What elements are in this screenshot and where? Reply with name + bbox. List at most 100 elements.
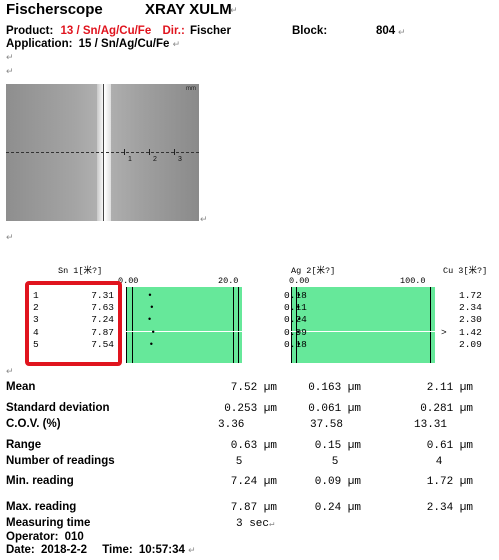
ag-scale-max: 100.0 [400, 276, 426, 286]
product-label: Product: [6, 25, 54, 37]
stat-cov-sn: 3.36 [218, 419, 245, 431]
scale-unit: mm [186, 86, 196, 92]
stat-label-max: Max. reading [6, 501, 77, 513]
stat-sd-ag: 0.061 µm [308, 403, 361, 415]
report-title: Fischerscope XRAY XULM ↵ [6, 1, 238, 18]
stat-mean-ag: 0.163 µm [308, 382, 361, 394]
stat-max-sn: 7.87 µm [230, 502, 277, 514]
sn-scale-min: 0.00 [118, 276, 139, 286]
ag-scale-min: 0.00 [289, 276, 310, 286]
sn-header: Sn 1[米?] [58, 266, 103, 276]
dir-value: Fischer [190, 25, 231, 37]
microscope-image: 1 2 3 mm [6, 84, 199, 221]
stat-range-sn: 0.63 µm [230, 440, 277, 452]
reading-index: 5 [33, 338, 39, 350]
ag-reading-marker: • [296, 326, 300, 337]
sn-scale-max: 20.0 [218, 276, 239, 286]
stat-n-cu: 4 [435, 456, 443, 468]
highlight-box [25, 281, 122, 366]
instrument-model: XRAY XULM [145, 1, 232, 18]
ag-bar [291, 287, 435, 363]
ag-reading: 0.24 [284, 314, 307, 326]
paragraph-mark: ↵ [6, 366, 14, 376]
stat-label-min: Min. reading [6, 475, 74, 487]
scale-tick [124, 149, 125, 155]
reading-index: 4 [33, 326, 39, 338]
cu-header: Cu 3[米?] [443, 266, 488, 276]
measuring-time-value: 3 sec↵ [236, 518, 275, 530]
application-value: 15 / Sn/Ag/Cu/Fe [78, 38, 170, 50]
block-value: 804 [376, 25, 396, 37]
reading-index: 2 [33, 302, 39, 314]
application-line: Application: 15 / Sn/Ag/Cu/Fe ↵ [6, 38, 181, 50]
time-value: 10:57:34 [138, 544, 185, 556]
cu-reading: 1.72 [459, 290, 482, 301]
block-label: Block: [292, 25, 328, 37]
sn-reading-marker: • [151, 326, 155, 337]
stat-mean-cu: 2.11 µm [426, 382, 473, 394]
sn-reading-marker: • [148, 290, 152, 300]
sn-reading-marker: • [147, 314, 152, 325]
sn-reading: 7.54 [91, 338, 114, 350]
measuring-time-label: Measuring time [6, 517, 91, 529]
cu-reading: 1.42 [459, 326, 482, 338]
row-separator [291, 331, 435, 332]
crosshair-vertical [103, 84, 104, 221]
stat-range-cu: 0.61 µm [426, 440, 473, 452]
stat-min-ag: 0.09 µm [314, 476, 361, 488]
date-label: Date: [6, 544, 35, 556]
sn-bar [126, 287, 242, 363]
cu-reading: 2.30 [459, 314, 482, 326]
stat-sd-cu: 0.281 µm [420, 403, 473, 415]
stat-label-cov: C.O.V. (%) [6, 418, 61, 430]
ag-reading-marker: • [297, 290, 301, 300]
stat-range-ag: 0.15 µm [314, 440, 361, 452]
operator-line: Operator: 010 [6, 531, 84, 543]
stat-min-sn: 7.24 µm [230, 476, 277, 488]
product-line: Product: 13 / Sn/Ag/Cu/Fe Dir.: Fischer … [6, 25, 406, 37]
cu-out-of-range-flag: > [441, 326, 447, 338]
stat-label-range: Range [6, 439, 42, 451]
ag-reading: 0.18 [284, 290, 307, 301]
stat-label-n: Number of readings [6, 455, 115, 467]
paragraph-mark: ↵ [200, 214, 208, 224]
cu-reading: 2.09 [459, 338, 482, 350]
stat-cov-cu: 13.31 [414, 419, 448, 431]
stat-sd-sn: 0.253 µm [224, 403, 277, 415]
ag-reading-marker: • [296, 302, 300, 313]
ag-header: Ag 2[米?] [291, 266, 336, 276]
ag-reading-marker: • [297, 314, 301, 325]
scale-tick-label: 2 [153, 156, 157, 163]
cu-reading: 2.34 [459, 302, 482, 314]
application-label: Application: [6, 38, 73, 50]
stat-cov-ag: 37.58 [310, 419, 344, 431]
stat-min-cu: 1.72 µm [426, 476, 473, 488]
sn-reading: 7.63 [91, 302, 114, 314]
operator-label: Operator: [6, 531, 59, 543]
crosshair-horizontal [6, 152, 199, 153]
brand-name: Fischerscope [6, 1, 103, 18]
scale-tick-label: 1 [128, 156, 132, 163]
dir-label: Dir.: [162, 25, 185, 37]
stat-max-cu: 2.34 µm [426, 502, 473, 514]
ag-reading: 0.09 [284, 326, 307, 338]
paragraph-mark: ↵ [6, 66, 14, 76]
ag-reading-marker: • [297, 338, 301, 349]
ag-reading: 0.18 [284, 338, 307, 350]
stat-label-mean: Mean [6, 381, 36, 393]
sn-reading-marker: • [150, 302, 154, 313]
sn-reading: 7.24 [91, 314, 114, 326]
paragraph-mark: ↵ [6, 232, 14, 242]
date-line: Date: 2018-2-2 Time: 10:57:34 ↵ [6, 544, 196, 556]
scale-tick [149, 149, 150, 155]
paragraph-mark: ↵ [6, 52, 14, 62]
sn-reading: 7.31 [91, 290, 114, 301]
stat-label-sd: Standard deviation [6, 402, 110, 414]
row-separator [126, 331, 242, 332]
reading-index: 3 [33, 314, 39, 326]
reading-index: 1 [33, 290, 39, 301]
scale-tick [174, 149, 175, 155]
stat-max-ag: 0.24 µm [314, 502, 361, 514]
stat-n-ag: 5 [331, 456, 339, 468]
operator-value: 010 [64, 531, 84, 543]
